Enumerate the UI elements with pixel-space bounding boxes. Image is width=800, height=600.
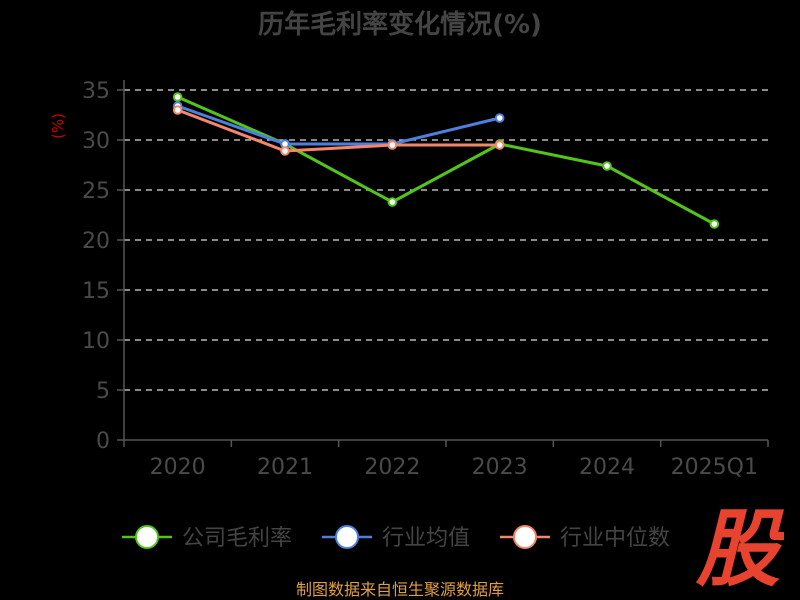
legend-marker xyxy=(513,525,537,549)
axes xyxy=(117,80,769,447)
y-tick-label: 35 xyxy=(82,79,110,104)
source-note: 制图数据来自恒生聚源数据库 xyxy=(296,580,504,599)
legend-item[interactable]: 行业均值 xyxy=(322,525,470,551)
legend-label: 行业均值 xyxy=(382,526,470,551)
data-point xyxy=(387,197,398,207)
watermark-logo: 股 xyxy=(695,502,784,588)
series-line xyxy=(177,104,501,146)
data-point xyxy=(709,219,720,229)
x-tick-label: 2022 xyxy=(364,455,420,480)
series-line xyxy=(177,108,500,153)
y-tick-label: 20 xyxy=(82,229,110,254)
x-tick-label: 2025Q1 xyxy=(671,455,758,480)
watermark-char: 股 xyxy=(695,502,784,588)
data-point xyxy=(387,140,398,150)
legend-marker xyxy=(135,525,159,549)
data-point xyxy=(602,161,612,171)
data-point xyxy=(494,140,505,150)
x-tick-label: 2024 xyxy=(579,455,635,480)
grid-lines xyxy=(124,89,768,391)
y-tick-label: 0 xyxy=(96,429,110,454)
data-point xyxy=(172,92,183,102)
x-tick-label: 2020 xyxy=(150,455,206,480)
x-tick-label: 2023 xyxy=(472,455,528,480)
data-point xyxy=(280,146,290,156)
y-tick-label: 10 xyxy=(82,329,110,354)
legend-item[interactable]: 公司毛利率 xyxy=(122,525,292,551)
y-tick-label: 30 xyxy=(82,129,110,154)
series-0 xyxy=(172,92,720,229)
y-tick-label: 15 xyxy=(82,279,110,304)
series-1 xyxy=(172,101,505,149)
y-tick-labels: 0 5 10 15 20 25 30 35 xyxy=(82,79,110,454)
x-tick-label: 2021 xyxy=(257,455,313,480)
y-tick-label: 5 xyxy=(96,379,110,404)
series-lines xyxy=(172,92,720,229)
series-line xyxy=(177,95,716,226)
y-tick-label: 25 xyxy=(82,179,110,204)
series-2 xyxy=(172,105,505,156)
chart-title: 历年毛利率变化情况(%) xyxy=(258,9,542,40)
y-axis-label: (%) xyxy=(49,113,67,139)
data-point xyxy=(494,113,505,123)
legend-label: 公司毛利率 xyxy=(182,526,292,551)
x-tick-labels: 2020 2021 2022 2023 2024 2025Q1 xyxy=(150,455,758,480)
legend-marker xyxy=(335,525,359,549)
legend-label: 行业中位数 xyxy=(560,526,670,551)
legend-item[interactable]: 行业中位数 xyxy=(500,525,670,551)
legend: 公司毛利率 行业均值 行业中位数 xyxy=(122,525,670,551)
data-point xyxy=(172,105,183,115)
